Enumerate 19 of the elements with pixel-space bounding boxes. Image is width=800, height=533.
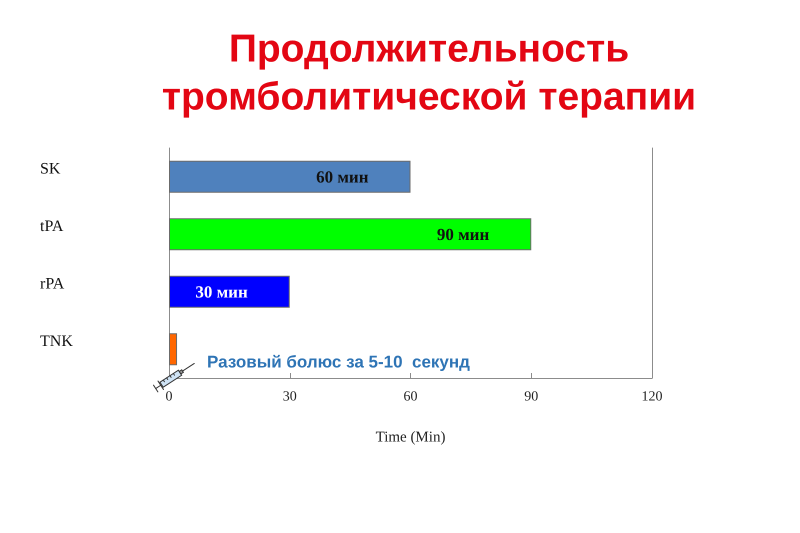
x-tick-label: 120	[642, 390, 662, 404]
x-tick-label: 0	[166, 390, 172, 404]
bar	[169, 160, 410, 193]
data-label: 30 мин	[195, 282, 248, 302]
chart-title: Продолжительность тромболитической терапии	[162, 28, 696, 118]
x-tick-label: 60	[404, 390, 418, 404]
y-tick-label: SK	[40, 160, 61, 178]
bar	[169, 276, 290, 308]
bar	[169, 333, 178, 366]
x-axis-title: Time (Min)	[376, 430, 446, 446]
y-tick-label: rPA	[40, 275, 65, 292]
y-tick-label: tPA	[40, 218, 64, 235]
x-tick-label: 30	[282, 390, 297, 404]
bar	[169, 218, 532, 250]
y-tick-label: TNK	[40, 332, 74, 350]
data-label: 60 мин	[316, 167, 369, 186]
x-tick-label: 90	[524, 390, 538, 404]
annotation: Разовый болюс за 5-10 секунд	[207, 352, 470, 372]
data-label: 90 мин	[436, 224, 490, 244]
